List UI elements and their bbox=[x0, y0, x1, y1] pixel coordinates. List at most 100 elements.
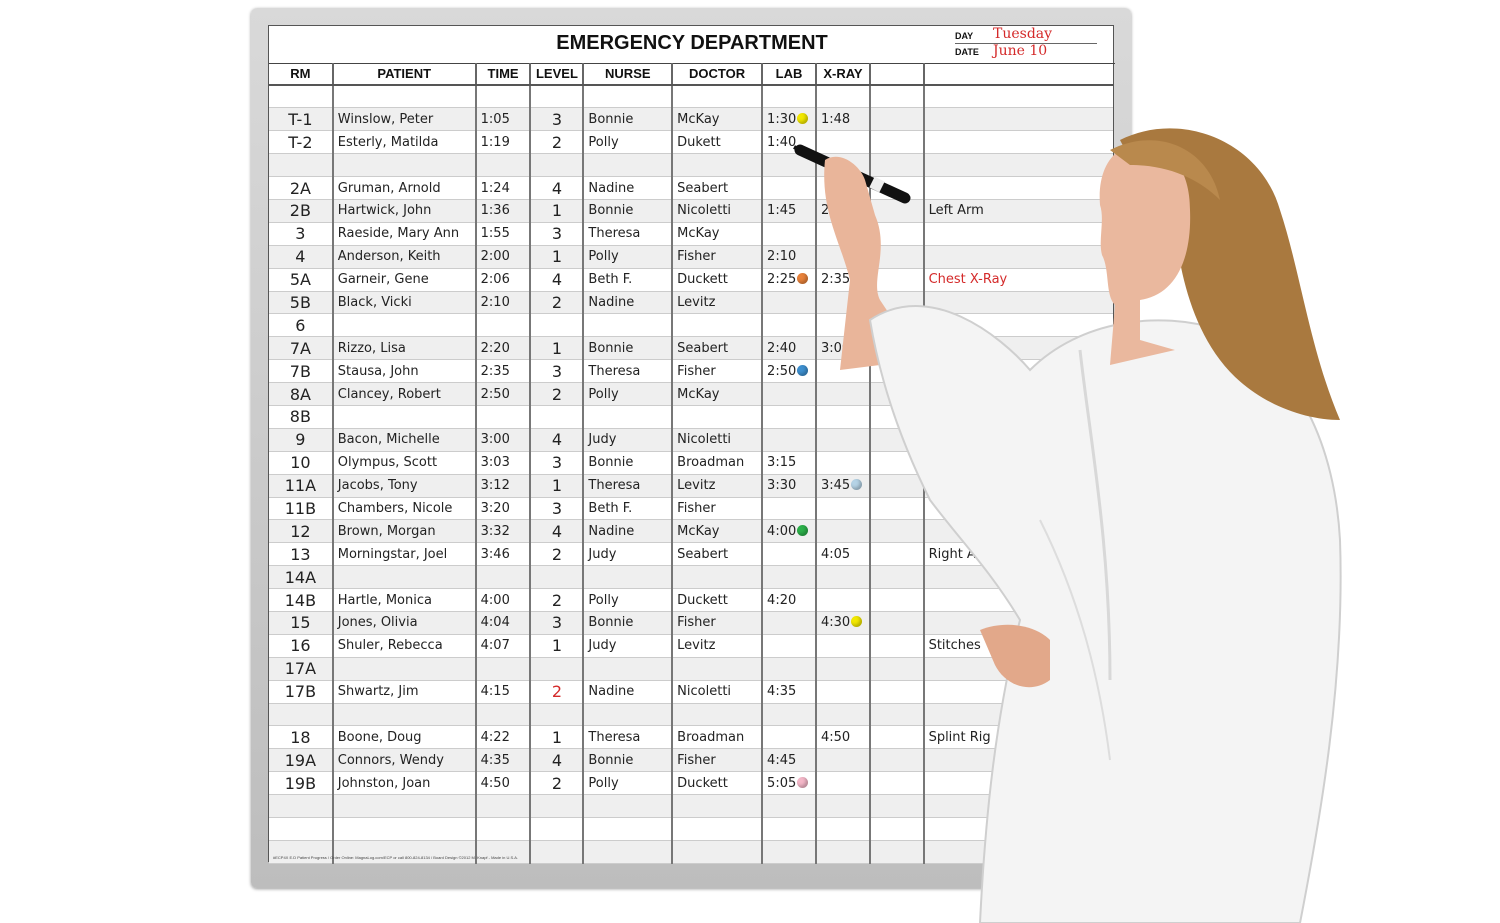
cell-time[interactable] bbox=[475, 840, 532, 864]
cell-time[interactable] bbox=[475, 794, 532, 818]
cell-nurse[interactable] bbox=[583, 153, 674, 178]
cell-nurse[interactable]: Judy bbox=[583, 428, 674, 452]
green-magnet-dot-icon[interactable] bbox=[797, 524, 809, 536]
cell-time[interactable]: 4:15 bbox=[475, 680, 532, 704]
cell-xray[interactable] bbox=[815, 794, 871, 818]
cell-lab[interactable] bbox=[762, 153, 817, 178]
cell-level[interactable]: 4 bbox=[530, 176, 585, 200]
cell-time[interactable]: 4:50 bbox=[475, 771, 532, 796]
cell-xray[interactable] bbox=[815, 405, 871, 429]
cell-time[interactable]: 1:55 bbox=[475, 222, 532, 246]
cell-blank[interactable] bbox=[869, 748, 925, 773]
cell-rm[interactable]: 5A bbox=[269, 268, 334, 292]
cell-level[interactable] bbox=[530, 657, 585, 681]
cell-xray[interactable]: 4:30 bbox=[815, 611, 871, 635]
cell-level[interactable]: 4 bbox=[530, 519, 585, 544]
cell-time[interactable]: 2:20 bbox=[475, 336, 532, 361]
cell-time[interactable]: 3:32 bbox=[475, 519, 532, 544]
cell-rm[interactable]: 4 bbox=[269, 245, 334, 269]
cell-level[interactable]: 3 bbox=[530, 451, 585, 475]
cell-doctor[interactable]: Nicoletti bbox=[672, 199, 764, 223]
cell-xray[interactable]: 1:48 bbox=[815, 107, 871, 132]
cell-lab[interactable] bbox=[762, 85, 817, 109]
cell-rm[interactable]: 11A bbox=[269, 474, 334, 498]
cell-time[interactable] bbox=[475, 313, 532, 338]
cell-rm[interactable] bbox=[269, 817, 334, 841]
cell-xray[interactable] bbox=[815, 451, 871, 475]
cell-nurse[interactable]: Judy bbox=[583, 542, 674, 567]
cell-level[interactable]: 3 bbox=[530, 222, 585, 246]
cell-rm[interactable]: 8B bbox=[269, 405, 334, 429]
cell-xray[interactable] bbox=[815, 382, 871, 406]
cell-time[interactable]: 4:00 bbox=[475, 588, 532, 612]
cell-nurse[interactable]: Bonnie bbox=[583, 107, 674, 132]
blue-magnet-dot-icon[interactable] bbox=[797, 364, 809, 376]
cell-nurse[interactable]: Polly bbox=[583, 771, 674, 796]
cell-blank[interactable] bbox=[869, 725, 925, 750]
cell-doctor[interactable] bbox=[672, 153, 764, 178]
cell-time[interactable] bbox=[475, 153, 532, 178]
cell-doctor[interactable] bbox=[672, 85, 764, 109]
cell-lab[interactable] bbox=[762, 703, 817, 727]
cell-blank[interactable] bbox=[869, 497, 925, 521]
cell-blank[interactable] bbox=[869, 565, 925, 590]
cell-level[interactable]: 4 bbox=[530, 748, 585, 773]
cell-level[interactable] bbox=[530, 794, 585, 818]
cell-rm[interactable]: 18 bbox=[269, 725, 334, 750]
cell-lab[interactable] bbox=[762, 657, 817, 681]
cell-nurse[interactable]: Beth F. bbox=[583, 497, 674, 521]
cell-rm[interactable] bbox=[269, 840, 334, 864]
cell-rm[interactable]: 17A bbox=[269, 657, 334, 681]
cell-doctor[interactable]: Seabert bbox=[672, 176, 764, 200]
cell-blank[interactable] bbox=[869, 107, 925, 132]
cell-lab[interactable] bbox=[762, 725, 817, 750]
cell-level[interactable]: 4 bbox=[530, 428, 585, 452]
cell-xray[interactable] bbox=[815, 748, 871, 773]
cell-nurse[interactable]: Nadine bbox=[583, 291, 674, 315]
cell-nurse[interactable]: Nadine bbox=[583, 519, 674, 544]
cell-xray[interactable] bbox=[815, 840, 871, 864]
cell-notes[interactable] bbox=[923, 291, 1113, 315]
cell-lab[interactable]: 2:50 bbox=[762, 359, 817, 384]
cell-patient[interactable] bbox=[332, 840, 477, 864]
cell-time[interactable] bbox=[475, 657, 532, 681]
cell-patient[interactable]: Hartwick, John bbox=[332, 199, 477, 223]
cell-time[interactable]: 4:22 bbox=[475, 725, 532, 750]
cell-blank[interactable] bbox=[869, 130, 925, 155]
cell-notes[interactable] bbox=[923, 245, 1113, 269]
cell-patient[interactable]: Connors, Wendy bbox=[332, 748, 477, 773]
cell-lab[interactable]: 1:30 bbox=[762, 107, 817, 132]
yellow-magnet-dot-icon[interactable] bbox=[851, 616, 863, 628]
cell-rm[interactable]: 7B bbox=[269, 359, 334, 384]
cell-blank[interactable] bbox=[869, 199, 925, 223]
cell-xray[interactable] bbox=[815, 817, 871, 841]
cell-level[interactable]: 3 bbox=[530, 611, 585, 635]
cell-doctor[interactable]: Dukett bbox=[672, 130, 764, 155]
cell-blank[interactable] bbox=[869, 657, 925, 681]
cell-rm[interactable]: 8A bbox=[269, 382, 334, 406]
cell-nurse[interactable] bbox=[583, 840, 674, 864]
cell-nurse[interactable]: Theresa bbox=[583, 725, 674, 750]
cell-doctor[interactable]: Fisher bbox=[672, 611, 764, 635]
cell-nurse[interactable]: Theresa bbox=[583, 474, 674, 498]
cell-doctor[interactable] bbox=[672, 703, 764, 727]
cell-level[interactable]: 1 bbox=[530, 634, 585, 658]
orange-magnet-dot-icon[interactable] bbox=[797, 273, 809, 285]
cell-lab[interactable]: 4:35 bbox=[762, 680, 817, 704]
cell-patient[interactable] bbox=[332, 794, 477, 818]
cell-rm[interactable]: 13 bbox=[269, 542, 334, 567]
cell-lab[interactable] bbox=[762, 222, 817, 246]
cell-doctor[interactable]: McKay bbox=[672, 382, 764, 406]
cell-nurse[interactable]: Nadine bbox=[583, 680, 674, 704]
cell-xray[interactable] bbox=[815, 497, 871, 521]
cell-patient[interactable]: Bacon, Michelle bbox=[332, 428, 477, 452]
cell-patient[interactable] bbox=[332, 85, 477, 109]
cell-patient[interactable]: Chambers, Nicole bbox=[332, 497, 477, 521]
cell-time[interactable]: 3:12 bbox=[475, 474, 532, 498]
cell-rm[interactable]: 17B bbox=[269, 680, 334, 704]
cell-rm[interactable]: 11B bbox=[269, 497, 334, 521]
cell-lab[interactable]: 4:00 bbox=[762, 519, 817, 544]
cell-xray[interactable] bbox=[815, 565, 871, 590]
cell-lab[interactable] bbox=[762, 542, 817, 567]
cell-lab[interactable]: 3:30 bbox=[762, 474, 817, 498]
